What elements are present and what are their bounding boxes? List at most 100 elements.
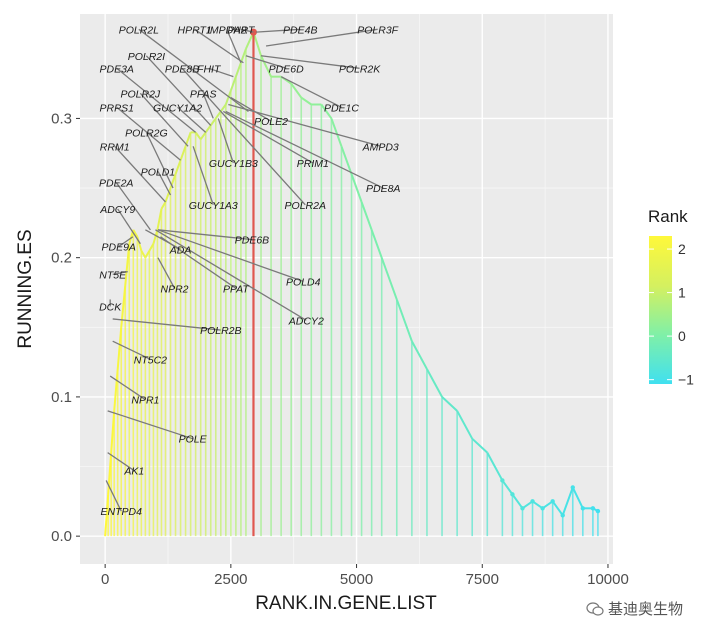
es-point	[560, 513, 565, 518]
es-line-segment	[144, 250, 151, 259]
gene-label: PPAT	[223, 283, 250, 295]
es-line-segment	[219, 103, 227, 113]
annotation-leader	[112, 270, 128, 276]
gene-label: PDE3A	[99, 63, 133, 75]
gene-label: ENTPD4	[101, 506, 143, 518]
annotation-leader	[225, 110, 384, 189]
es-line-segment	[179, 145, 187, 161]
watermark: 基迪奥生物	[586, 598, 683, 619]
annotation-leader	[226, 29, 242, 63]
annotation-leader	[107, 410, 193, 440]
gene-label: PRPS1	[99, 102, 133, 114]
es-line-segment	[229, 76, 237, 91]
annotation-leader	[255, 28, 301, 33]
es-line-segment	[234, 62, 242, 77]
x-axis-ticks: 0 2500 5000 7500 10000	[101, 564, 629, 588]
es-line-segment	[160, 201, 167, 210]
es-line-segment	[239, 48, 247, 64]
annotation-leader	[139, 92, 189, 147]
es-line-segment	[456, 410, 474, 440]
annotation-leader	[181, 67, 222, 112]
es-segments	[107, 32, 599, 537]
gene-label: PDE8B	[165, 63, 199, 75]
gene-label: PDE6B	[235, 235, 269, 247]
annotation-leader	[115, 182, 151, 231]
gene-label: NT5E	[99, 269, 127, 281]
gene-label: DCK	[99, 301, 122, 313]
legend-tick-label: 2	[678, 241, 686, 257]
gene-label: AK1	[123, 466, 144, 478]
gene-label: PART	[227, 24, 256, 36]
annotation-leader	[118, 236, 134, 248]
annotation-leader	[177, 106, 207, 133]
es-line-segment	[260, 55, 272, 78]
annotation-leader	[217, 118, 234, 164]
es-line-segment	[350, 173, 363, 203]
gene-label: GUCY1A2	[153, 102, 202, 114]
es-point	[580, 506, 586, 511]
annotation-leader	[116, 106, 181, 161]
annotation-leader	[157, 229, 304, 282]
annotation-leader	[157, 229, 253, 241]
annotation-leader	[202, 93, 214, 119]
annotation-leader	[114, 145, 166, 203]
gene-label: POLR3F	[357, 24, 398, 36]
x-axis-title: RANK.IN.GENE.LIST	[255, 593, 437, 614]
gene-label: POLR2B	[200, 325, 241, 337]
es-point	[540, 506, 545, 511]
gene-label: POLR2A	[285, 200, 326, 212]
annotation-leader	[240, 28, 254, 33]
es-point	[590, 506, 596, 511]
wechat-icon	[586, 602, 604, 616]
legend-tick-label: −1	[678, 372, 694, 388]
es-point	[530, 499, 535, 504]
annotation-leader	[220, 111, 306, 206]
es-line-segment	[199, 131, 207, 140]
es-line-segment	[330, 118, 343, 147]
gene-label: RRM1	[100, 141, 130, 153]
y-axis-title: RUNNING.ES	[15, 229, 36, 348]
annotation-leader	[138, 28, 249, 112]
es-line-segment	[148, 243, 155, 252]
es-line-segment	[561, 487, 574, 516]
annotation-leader	[157, 171, 172, 196]
es-point	[550, 499, 555, 504]
es-line-segment	[252, 31, 262, 57]
es-line-segment	[174, 159, 182, 175]
es-line-segment	[132, 229, 139, 238]
gene-label: NPR2	[161, 283, 189, 295]
es-point	[510, 492, 515, 497]
gene-label: PDE1C	[324, 102, 359, 114]
annotation-leader	[194, 28, 244, 64]
annotation-leader	[157, 257, 176, 289]
es-line-segment	[204, 124, 212, 133]
es-line-segment	[486, 452, 504, 481]
es-line-segment	[209, 117, 217, 126]
gene-label: POLR2J	[120, 88, 160, 100]
annotation-leaders	[105, 28, 384, 512]
gene-label: IMPDH2	[207, 24, 247, 36]
es-line-segment	[290, 83, 303, 99]
annotation-leader	[116, 67, 197, 133]
annotation-leader	[222, 110, 314, 164]
es-line-segment	[116, 327, 123, 370]
annotation-leader	[245, 55, 287, 69]
es-line-segment	[511, 493, 524, 509]
legend-colorbar	[649, 236, 672, 384]
x-tick-label: 2500	[214, 571, 247, 588]
annotation-leader	[155, 229, 307, 321]
gene-label: ADCY9	[99, 204, 135, 216]
es-point	[570, 485, 575, 490]
es-line-segment	[380, 257, 398, 300]
gene-label: PRIM1	[297, 158, 329, 170]
legend-tick-label: 0	[678, 328, 686, 344]
legend-tick-label: 1	[678, 285, 686, 301]
annotation-leader	[145, 132, 174, 189]
annotation-leader	[109, 375, 146, 401]
es-line-segment	[300, 96, 312, 106]
x-tick-label: 7500	[466, 571, 499, 588]
es-point	[595, 508, 601, 514]
es-line-segment	[104, 494, 110, 537]
gene-label: POLR2K	[339, 63, 381, 75]
